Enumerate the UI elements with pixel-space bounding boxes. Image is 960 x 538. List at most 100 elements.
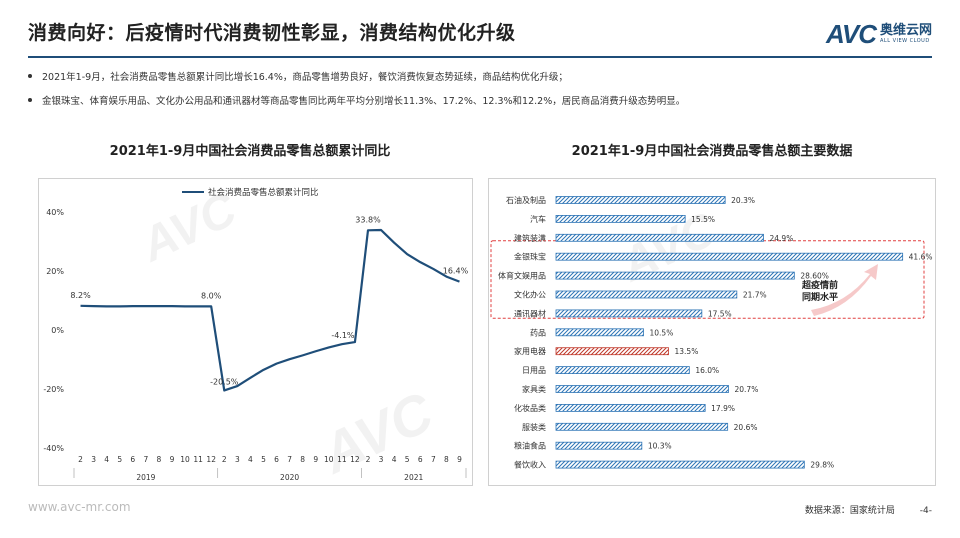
bar [555,441,643,450]
bullet-text: 2021年1-9月，社会消费品零售总额累计同比增长16.4%，商品零售增势良好，… [42,72,568,83]
x-tick-label: 5 [117,455,122,464]
category-label: 文化办公 [514,290,546,300]
category-label: 建筑装潢 [514,233,546,243]
data-label: 16.4% [443,267,469,276]
bar [555,233,764,242]
bar [555,290,738,299]
data-source: 数据来源：国家统计局 [804,506,895,516]
x-tick-label: 4 [392,455,397,464]
x-tick-label: 3 [91,455,96,464]
value-label: 20.6% [734,423,758,432]
bar [555,347,669,356]
x-tick-label: 2 [366,455,371,464]
bar [555,460,805,469]
category-label: 汽车 [530,214,546,224]
year-label: 2020 [280,473,299,482]
line-chart-title: 2021年1-9月中国社会消费品零售总额累计同比 [109,144,391,159]
category-label: 日用品 [522,366,546,375]
value-label: 17.9% [711,404,735,413]
category-label: 家用电器 [514,346,546,356]
x-tick-label: 9 [170,455,175,464]
value-label: 28.60% [800,272,829,281]
bar [555,328,644,337]
category-label: 通讯器材 [514,308,546,318]
value-label: 15.5% [691,215,715,224]
bar-chart-frame [488,178,936,486]
year-label: 2019 [136,473,155,482]
category-label: 金银珠宝 [514,252,546,262]
x-tick-label: 5 [405,455,410,464]
bar [555,215,686,223]
bullet-item: 金银珠宝、体育娱乐用品、文化办公用品和通讯器材等商品零售同比两年平均分别增长11… [28,88,685,112]
brand-logo: AVC 奥维云网 ALL VIEW CLOUD [826,16,932,52]
value-label: 21.7% [743,291,767,300]
y-tick-label: -40% [43,444,64,453]
bar [555,422,729,431]
value-label: 29.8% [810,461,834,470]
x-tick-label: 12 [350,455,360,464]
value-label: 41.6% [909,253,933,262]
legend-label: 社会消费品零售总额累计同比 [208,187,319,198]
value-label: 20.3% [731,196,755,205]
line-chart: -40% -20% 0% 20% 40% 社会消费品零售总额累计同比 8.2% 8.0% -20… [43,187,469,482]
category-label: 石油及制品 [506,195,546,205]
avc-logo-mark: AVC [826,18,877,49]
x-tick-label: 11 [193,455,203,464]
x-tick-label: 12 [206,455,216,464]
category-label: 餐饮收入 [514,460,546,470]
x-tick-label: 9 [313,455,318,464]
bar [555,403,706,412]
bullet-dot-icon [28,98,32,102]
x-tick-label: 10 [324,455,334,464]
bar [555,252,904,261]
data-label: 8.0% [201,291,222,300]
y-tick-label: 20% [46,267,64,276]
value-label: 13.5% [675,347,699,356]
y-tick-label: -20% [43,385,64,394]
header-divider [28,56,932,58]
data-label: 8.2% [70,291,91,300]
bar [555,196,726,204]
category-label: 体育文娱用品 [498,271,546,281]
x-tick-label: 3 [379,455,384,464]
x-tick-label: 4 [104,455,109,464]
bar [555,271,795,280]
summary-bullets: 2021年1-9月，社会消费品零售总额累计同比增长16.4%，商品零售增势良好，… [28,64,685,112]
category-label: 化妆品类 [514,403,546,413]
x-tick-label: 2 [78,455,83,464]
bar-chart-title: 2021年1-9月中国社会消费品零售总额主要数据 [571,144,853,159]
bullet-text: 金银珠宝、体育娱乐用品、文化办公用品和通讯器材等商品零售同比两年平均分别增长11… [42,96,686,107]
y-tick-label: 40% [46,208,64,217]
x-tick-label: 4 [248,455,253,464]
bar [555,366,690,375]
x-tick-label: 7 [143,455,148,464]
bar [555,385,729,393]
page-number: -4- [919,506,932,516]
callout-box [490,240,925,319]
website-link[interactable]: www.avc-mr.com [28,500,131,514]
bar [555,309,703,318]
value-label: 10.3% [648,442,672,451]
callout-line2: 同期水平 [802,291,838,303]
x-tick-label: 8 [444,455,449,464]
value-label: 20.7% [735,385,759,394]
data-label: -20.5% [210,377,239,386]
x-tick-label: 10 [180,455,190,464]
year-label: 2021 [404,473,423,482]
bullet-dot-icon [28,74,32,78]
x-tick-label: 9 [457,455,462,464]
line-chart-frame [38,178,473,486]
x-tick-label: 6 [274,455,279,464]
logo-cn-text: 奥维云网 [879,23,932,38]
y-tick-label: 0% [51,326,64,335]
value-label: 16.0% [695,366,719,375]
series-line [80,228,460,392]
value-label: 24.9% [770,234,794,243]
data-label: -4.1% [331,331,355,340]
value-label: 17.5% [708,309,732,318]
callout-line1: 超疫情前 [801,279,838,291]
bullet-item: 2021年1-9月，社会消费品零售总额累计同比增长16.4%，商品零售增势良好，… [28,64,685,88]
category-label: 粮油食品 [514,441,546,451]
x-tick-label: 3 [235,455,240,464]
